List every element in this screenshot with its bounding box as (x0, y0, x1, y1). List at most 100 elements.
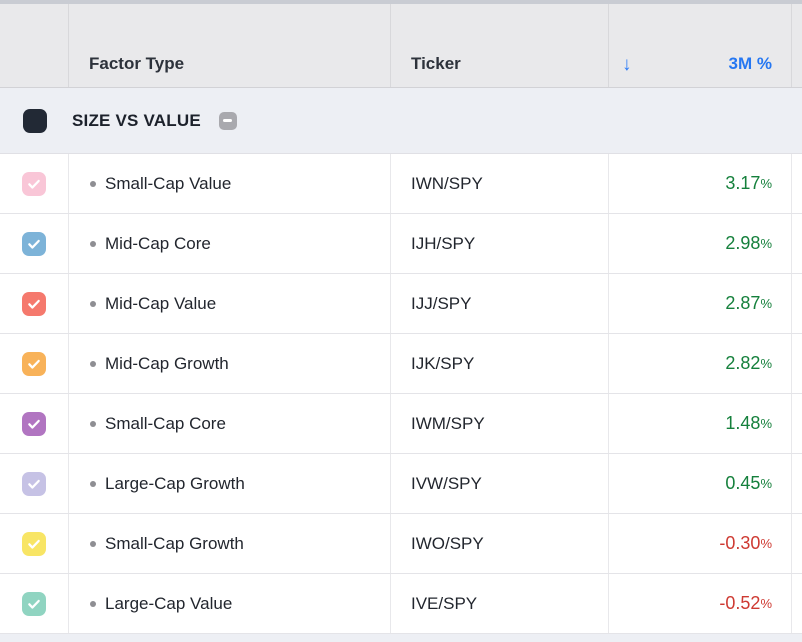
check-icon (28, 359, 40, 369)
factor-label: Small-Cap Growth (105, 533, 244, 553)
ticker-label: IJK/SPY (411, 353, 475, 373)
percent-sign: % (760, 596, 772, 611)
header-checkbox-column (0, 4, 68, 87)
value-number: -0.30 (719, 533, 761, 553)
bullet-icon (90, 600, 96, 607)
value-number: 2.82 (725, 353, 761, 373)
check-icon (28, 419, 40, 429)
ticker-label: IWM/SPY (411, 413, 485, 433)
factor-label: Mid-Cap Value (105, 293, 217, 313)
bullet-icon (90, 480, 96, 487)
ticker-cell: IWO/SPY (390, 514, 608, 573)
header-factor-type[interactable]: Factor Type (68, 4, 390, 87)
percent-sign: % (760, 236, 772, 251)
table-row: Small-Cap Value IWN/SPY 3.17% (0, 154, 802, 214)
table-header-row: Factor Type Ticker ↓ 3M % (0, 4, 802, 88)
group-header-row: SIZE VS VALUE (0, 88, 802, 154)
row-spacer-cell (791, 394, 802, 453)
group-collapse-button[interactable] (218, 111, 237, 130)
check-icon (28, 479, 40, 489)
value-number: 2.87 (725, 293, 761, 313)
row-spacer-cell (791, 334, 802, 393)
bullet-icon (90, 180, 96, 187)
row-checkbox[interactable] (22, 531, 46, 556)
row-checkbox-cell (0, 574, 68, 633)
row-checkbox-cell (0, 334, 68, 393)
value-cell: 0.45% (608, 454, 791, 513)
ticker-cell: IWM/SPY (390, 394, 608, 453)
percent-sign: % (760, 416, 772, 431)
table-top-border (0, 0, 802, 4)
3m-percent-header-label[interactable]: 3M % (728, 54, 772, 73)
bullet-icon (90, 240, 96, 247)
table-row: Mid-Cap Value IJJ/SPY 2.87% (0, 274, 802, 334)
percent-sign: % (760, 176, 772, 191)
ticker-cell: IVW/SPY (390, 454, 608, 513)
ticker-label: IVW/SPY (411, 473, 482, 493)
row-checkbox[interactable] (22, 231, 46, 256)
factor-cell: Mid-Cap Value (68, 274, 390, 333)
value-number: 2.98 (725, 233, 761, 253)
factor-label: Large-Cap Growth (105, 473, 245, 493)
row-checkbox-cell (0, 274, 68, 333)
header-ticker[interactable]: Ticker (390, 4, 608, 87)
row-spacer-cell (791, 574, 802, 633)
ticker-cell: IWN/SPY (390, 154, 608, 213)
bullet-icon (90, 300, 96, 307)
value-cell: -0.30% (608, 514, 791, 573)
table-row: Small-Cap Growth IWO/SPY -0.30% (0, 514, 802, 574)
value-cell: 1.48% (608, 394, 791, 453)
group-select-checkbox[interactable] (23, 108, 47, 133)
bullet-icon (90, 360, 96, 367)
value-number: 1.48 (725, 413, 761, 433)
ticker-label: IVE/SPY (411, 593, 478, 613)
row-checkbox-cell (0, 214, 68, 273)
factor-cell: Large-Cap Growth (68, 454, 390, 513)
row-checkbox[interactable] (22, 471, 46, 496)
value-number: 3.17 (725, 173, 761, 193)
header-spacer-column (791, 4, 802, 87)
row-spacer-cell (791, 514, 802, 573)
minus-icon (223, 119, 233, 122)
factor-label: Large-Cap Value (105, 593, 233, 613)
factor-label: Mid-Cap Growth (105, 353, 229, 373)
bullet-icon (90, 420, 96, 427)
value-cell: 2.82% (608, 334, 791, 393)
row-checkbox[interactable] (22, 591, 46, 616)
header-3m-percent[interactable]: ↓ 3M % (608, 4, 791, 87)
row-spacer-cell (791, 274, 802, 333)
next-group-row-edge (0, 634, 802, 642)
factor-label: Mid-Cap Core (105, 233, 211, 253)
factor-cell: Large-Cap Value (68, 574, 390, 633)
factor-cell: Mid-Cap Core (68, 214, 390, 273)
group-title: SIZE VS VALUE (72, 110, 201, 130)
row-checkbox-cell (0, 394, 68, 453)
ticker-cell: IJH/SPY (390, 214, 608, 273)
factor-cell: Small-Cap Value (68, 154, 390, 213)
row-checkbox[interactable] (22, 351, 46, 376)
value-cell: 3.17% (608, 154, 791, 213)
row-spacer-cell (791, 154, 802, 213)
row-checkbox[interactable] (22, 171, 46, 196)
row-checkbox-cell (0, 454, 68, 513)
check-icon (28, 239, 40, 249)
value-cell: -0.52% (608, 574, 791, 633)
row-checkbox-cell (0, 514, 68, 573)
table-row: Large-Cap Growth IVW/SPY 0.45% (0, 454, 802, 514)
row-checkbox[interactable] (22, 411, 46, 436)
table-row: Large-Cap Value IVE/SPY -0.52% (0, 574, 802, 634)
bullet-icon (90, 540, 96, 547)
percent-sign: % (760, 476, 772, 491)
factor-cell: Mid-Cap Growth (68, 334, 390, 393)
check-icon (28, 179, 40, 189)
factor-type-header-label: Factor Type (89, 54, 185, 73)
sort-descending-icon[interactable]: ↓ (622, 54, 632, 75)
check-icon (28, 299, 40, 309)
factor-label: Small-Cap Core (105, 413, 226, 433)
ticker-label: IWN/SPY (411, 173, 483, 193)
ticker-cell: IJK/SPY (390, 334, 608, 393)
ticker-label: IWO/SPY (411, 533, 484, 553)
row-checkbox[interactable] (22, 291, 46, 316)
factor-label: Small-Cap Value (105, 173, 232, 193)
